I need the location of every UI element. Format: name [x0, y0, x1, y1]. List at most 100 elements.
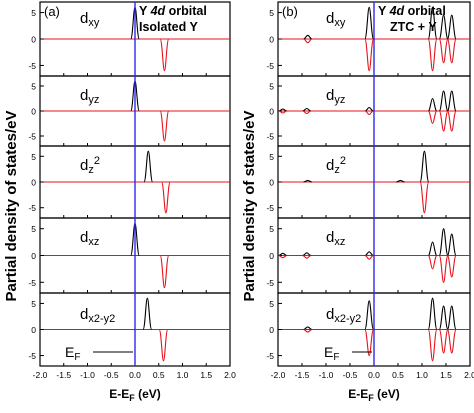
orbital-subscript: yz	[88, 94, 99, 106]
spin-down-peak	[302, 110, 312, 115]
title-pre: Y	[139, 4, 151, 18]
spin-down-peak	[303, 38, 313, 44]
title-post: orbital	[404, 4, 446, 18]
title-italic: 4d	[150, 4, 166, 18]
spin-down-peak	[438, 254, 449, 283]
y-tick-label: 5	[31, 224, 36, 234]
spin-up-peak	[438, 228, 449, 257]
y-tick-label: -5	[266, 132, 274, 142]
y-tick-label: 0	[31, 325, 36, 335]
x-tick-label: -1.0	[319, 370, 334, 380]
spin-up-peak	[143, 150, 154, 183]
panel-label: (b)	[282, 4, 298, 19]
y-tick-label: -5	[266, 351, 274, 361]
orbital-subscript: xy	[334, 17, 346, 29]
y-tick-label: 0	[31, 251, 36, 261]
spin-down-peak	[438, 110, 449, 132]
panel-title-line1: Y 4d orbital	[139, 4, 207, 18]
orbital-subscript: x2-y2	[88, 313, 115, 325]
spin-down-peak	[159, 38, 170, 72]
title-post: orbital	[165, 4, 207, 18]
spin-up-peak	[364, 251, 374, 257]
orbital-subscript: yz	[334, 94, 345, 106]
x-tick-label: -2.0	[33, 370, 48, 380]
fermi-label-main: E	[324, 344, 333, 360]
orbital-main: d	[80, 10, 88, 27]
subplot-b-2: 5 0 -5 dz2	[266, 145, 471, 219]
y-tick-label: 5	[31, 152, 36, 162]
panels: 50-5dxy50-5dyz50-5dz250-5dxz50-5dx2-y2(a…	[28, 1, 474, 403]
orbital-subscript: z	[88, 164, 94, 176]
spin-down-peak	[427, 328, 438, 362]
subplot-b-4: 5 0 -5 dx2-y2	[266, 292, 471, 367]
y-tick-label: -5	[28, 132, 36, 142]
x-tick-label: 0.5	[153, 370, 165, 380]
spin-down-peak	[303, 328, 313, 333]
spin-up-peak	[364, 106, 374, 112]
panel-title-line2: Isolated Y	[139, 20, 198, 34]
xlabel-sub: F	[368, 393, 374, 403]
orbital-subscript: z	[334, 164, 340, 176]
xlabel-unit: (eV)	[374, 387, 400, 401]
spin-down-peak	[278, 110, 288, 114]
orbital-main: d	[326, 306, 334, 323]
spin-up-peak	[427, 297, 438, 331]
subplot-b-3: 5 0 -5 dxz	[266, 217, 471, 294]
orbital-label: dz2	[326, 155, 346, 176]
xlabel-unit: (eV)	[135, 387, 161, 401]
x-tick-label: 2.0	[224, 370, 236, 380]
y-tick-label: -5	[266, 61, 274, 71]
orbital-label: dxy	[80, 10, 100, 29]
orbital-subscript: xz	[88, 236, 99, 248]
orbital-label: dxz	[80, 229, 99, 248]
spin-down-peak	[446, 110, 457, 132]
panel-b: 50-5dxy50-5dyz50-5dz250-5dxz50-5dx2-y2(b…	[266, 1, 474, 403]
spin-up-peak	[303, 326, 313, 331]
y-tick-label: -5	[28, 61, 36, 71]
subplot-a-2: 5 0 -5 dz2	[28, 145, 231, 219]
spin-down-peak	[159, 254, 170, 289]
fermi-label-main: E	[65, 344, 74, 360]
y-tick-label: 5	[269, 82, 274, 92]
spin-up-peak	[438, 90, 449, 112]
orbital-main: d	[80, 229, 88, 246]
y-tick-label: 0	[269, 178, 274, 188]
x-tick-label: 2.0	[464, 370, 474, 380]
subplot-a-3: 5 0 -5 dxz	[28, 217, 231, 294]
x-tick-label: 1.5	[200, 370, 212, 380]
spin-up-peak	[278, 108, 288, 112]
orbital-label: dx2-y2	[80, 306, 115, 325]
spin-down-peak	[438, 38, 449, 64]
spin-down-peak	[159, 110, 170, 142]
orbital-label: dyz	[326, 87, 345, 106]
fermi-label: EF	[65, 344, 80, 363]
spin-up-peak	[427, 241, 438, 257]
x-tick-label: 0.5	[392, 370, 404, 380]
spin-down-peak	[364, 38, 375, 72]
spin-down-peak	[438, 328, 449, 354]
spin-down-peak	[427, 254, 438, 270]
orbital-main: d	[80, 157, 88, 174]
y-tick-label: 0	[269, 251, 274, 261]
spin-up-peak	[446, 305, 457, 331]
y-tick-label: 0	[31, 35, 36, 45]
x-tick-label: 1.5	[440, 370, 452, 380]
y-tick-label: 5	[31, 82, 36, 92]
fermi-label: EF	[324, 344, 339, 363]
spin-up-peak	[396, 179, 405, 183]
y-tick-label: 0	[31, 107, 36, 117]
xlabel-main: E-E	[109, 387, 129, 401]
right-ylabel: Partial density of states/eV	[241, 111, 258, 302]
y-tick-label: -5	[28, 278, 36, 288]
orbital-label: dxz	[326, 229, 345, 248]
x-tick-label: -2.0	[271, 370, 286, 380]
panel-a: 50-5dxy50-5dyz50-5dz250-5dxz50-5dx2-y2(a…	[28, 1, 236, 403]
spin-up-peak	[438, 14, 449, 40]
x-axis-title: E-EF (eV)	[109, 387, 161, 403]
subplot-a-1: 5 0 -5 dyz	[28, 75, 231, 147]
fermi-label-sub: F	[333, 352, 339, 363]
orbital-main: d	[326, 229, 334, 246]
y-tick-label: -5	[28, 351, 36, 361]
y-tick-label: 5	[269, 152, 274, 162]
orbital-main: d	[80, 87, 88, 104]
